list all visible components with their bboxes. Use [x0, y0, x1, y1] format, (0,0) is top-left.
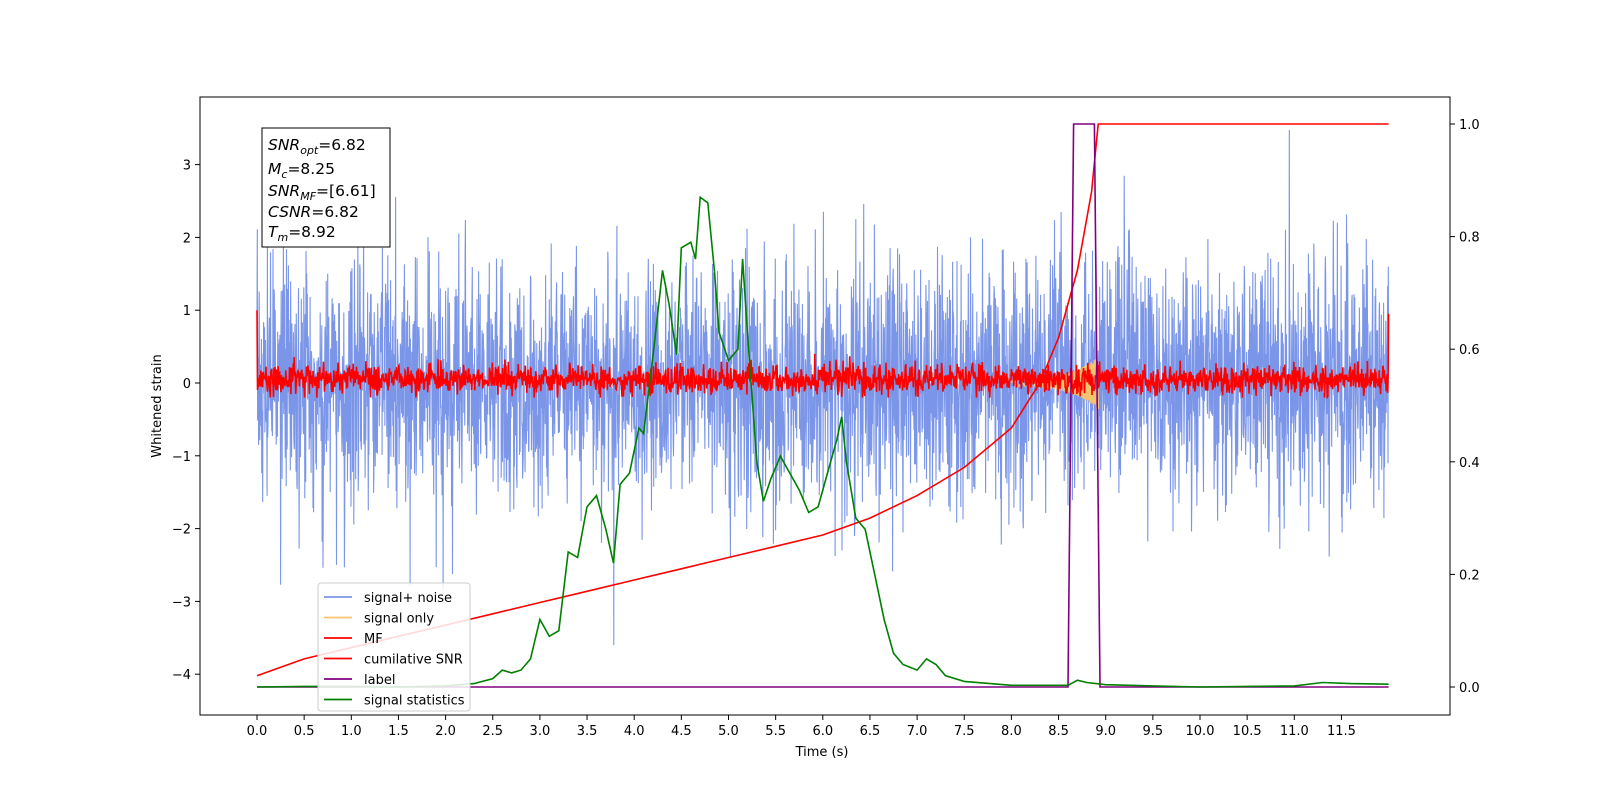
annotation-tm: Tm=8.92 [268, 223, 336, 244]
y-right-tick-label: 0.0 [1459, 681, 1480, 696]
legend: signal+ noise signal only MF cumilative SNR… [317, 582, 471, 712]
annotation-box: SNRopt=6.82 Mc=8.25 SNRMF=[6.61] CSNR=6.… [261, 127, 391, 248]
axes-frame [199, 96, 1451, 716]
legend-label: signal only [364, 612, 434, 627]
x-tick-label: 7.0 [907, 724, 928, 739]
x-tick-label: 4.0 [624, 724, 645, 739]
y-right-tick-label: 0.8 [1459, 231, 1480, 246]
x-tick-label: 3.0 [530, 724, 551, 739]
y-left-tick-label: 3 [183, 159, 191, 174]
x-tick-label: 9.0 [1095, 724, 1116, 739]
annotation-snr-opt: SNRopt=6.82 [268, 136, 366, 157]
y-left-tick-label: −2 [172, 523, 191, 538]
x-tick-label: 2.0 [435, 724, 456, 739]
x-tick-label: 0.0 [247, 724, 268, 739]
x-tick-label: 5.0 [718, 724, 739, 739]
x-tick-label: 3.5 [577, 724, 598, 739]
y-left-tick-label: 0 [183, 377, 191, 392]
series-label [257, 123, 1389, 688]
x-tick-label: 9.5 [1143, 724, 1164, 739]
annotation-csnr: CSNR=6.82 [268, 203, 359, 221]
x-tick-label: 1.0 [341, 724, 362, 739]
y-left-tick-label: −3 [172, 595, 191, 610]
y-right-tick-label: 0.6 [1459, 343, 1480, 358]
x-tick-label: 6.5 [860, 724, 881, 739]
legend-label: MF [364, 632, 383, 647]
y-left-tick-label: −1 [172, 450, 191, 465]
y-axis-left: 3 2 1 0 −1 −2 −3 −4 [172, 159, 200, 683]
x-tick-label: 10.0 [1186, 724, 1215, 739]
y-axis-right: 1.0 0.8 0.6 0.4 0.2 0.0 [1450, 118, 1480, 696]
annotation-frame [261, 127, 391, 248]
legend-label: label [364, 673, 395, 688]
annotation-snr-mf: SNRMF=[6.61] [268, 182, 376, 203]
legend-label: signal statistics [364, 694, 465, 709]
x-tick-label: 8.5 [1048, 724, 1069, 739]
x-tick-label: 11.0 [1280, 724, 1309, 739]
annotation-mc: Mc=8.25 [268, 160, 335, 181]
x-tick-label: 8.0 [1001, 724, 1022, 739]
y-right-tick-label: 1.0 [1459, 118, 1480, 133]
series-signal-noise [256, 129, 1390, 646]
legend-label: signal+ noise [364, 591, 452, 606]
x-tick-label: 0.5 [294, 724, 315, 739]
series-signal-statistics [256, 195, 1389, 688]
x-tick-label: 7.5 [954, 724, 975, 739]
y-right-tick-label: 0.2 [1459, 568, 1480, 583]
x-axis-title: Time (s) [795, 745, 849, 760]
x-tick-label: 4.5 [671, 724, 692, 739]
legend-label: cumilative SNR [364, 653, 463, 668]
x-tick-label: 1.5 [388, 724, 409, 739]
x-tick-label: 11.5 [1327, 724, 1356, 739]
x-tick-label: 10.5 [1233, 724, 1262, 739]
x-tick-label: 5.5 [765, 724, 786, 739]
y-right-tick-label: 0.4 [1459, 456, 1480, 471]
x-tick-label: 6.0 [812, 724, 833, 739]
series-mf [256, 310, 1390, 400]
x-axis: 0.0 0.5 1.0 1.5 2.0 2.5 3.0 3.5 4.0 4.5 5.0 5.5 6.0 6… [247, 715, 1356, 739]
y-axis-title: Whitened strain [150, 354, 165, 457]
y-left-tick-label: 2 [183, 231, 191, 246]
legend-frame [317, 582, 471, 712]
y-left-tick-label: 1 [183, 304, 191, 319]
y-left-tick-label: −4 [172, 668, 191, 683]
x-tick-label: 2.5 [482, 724, 503, 739]
